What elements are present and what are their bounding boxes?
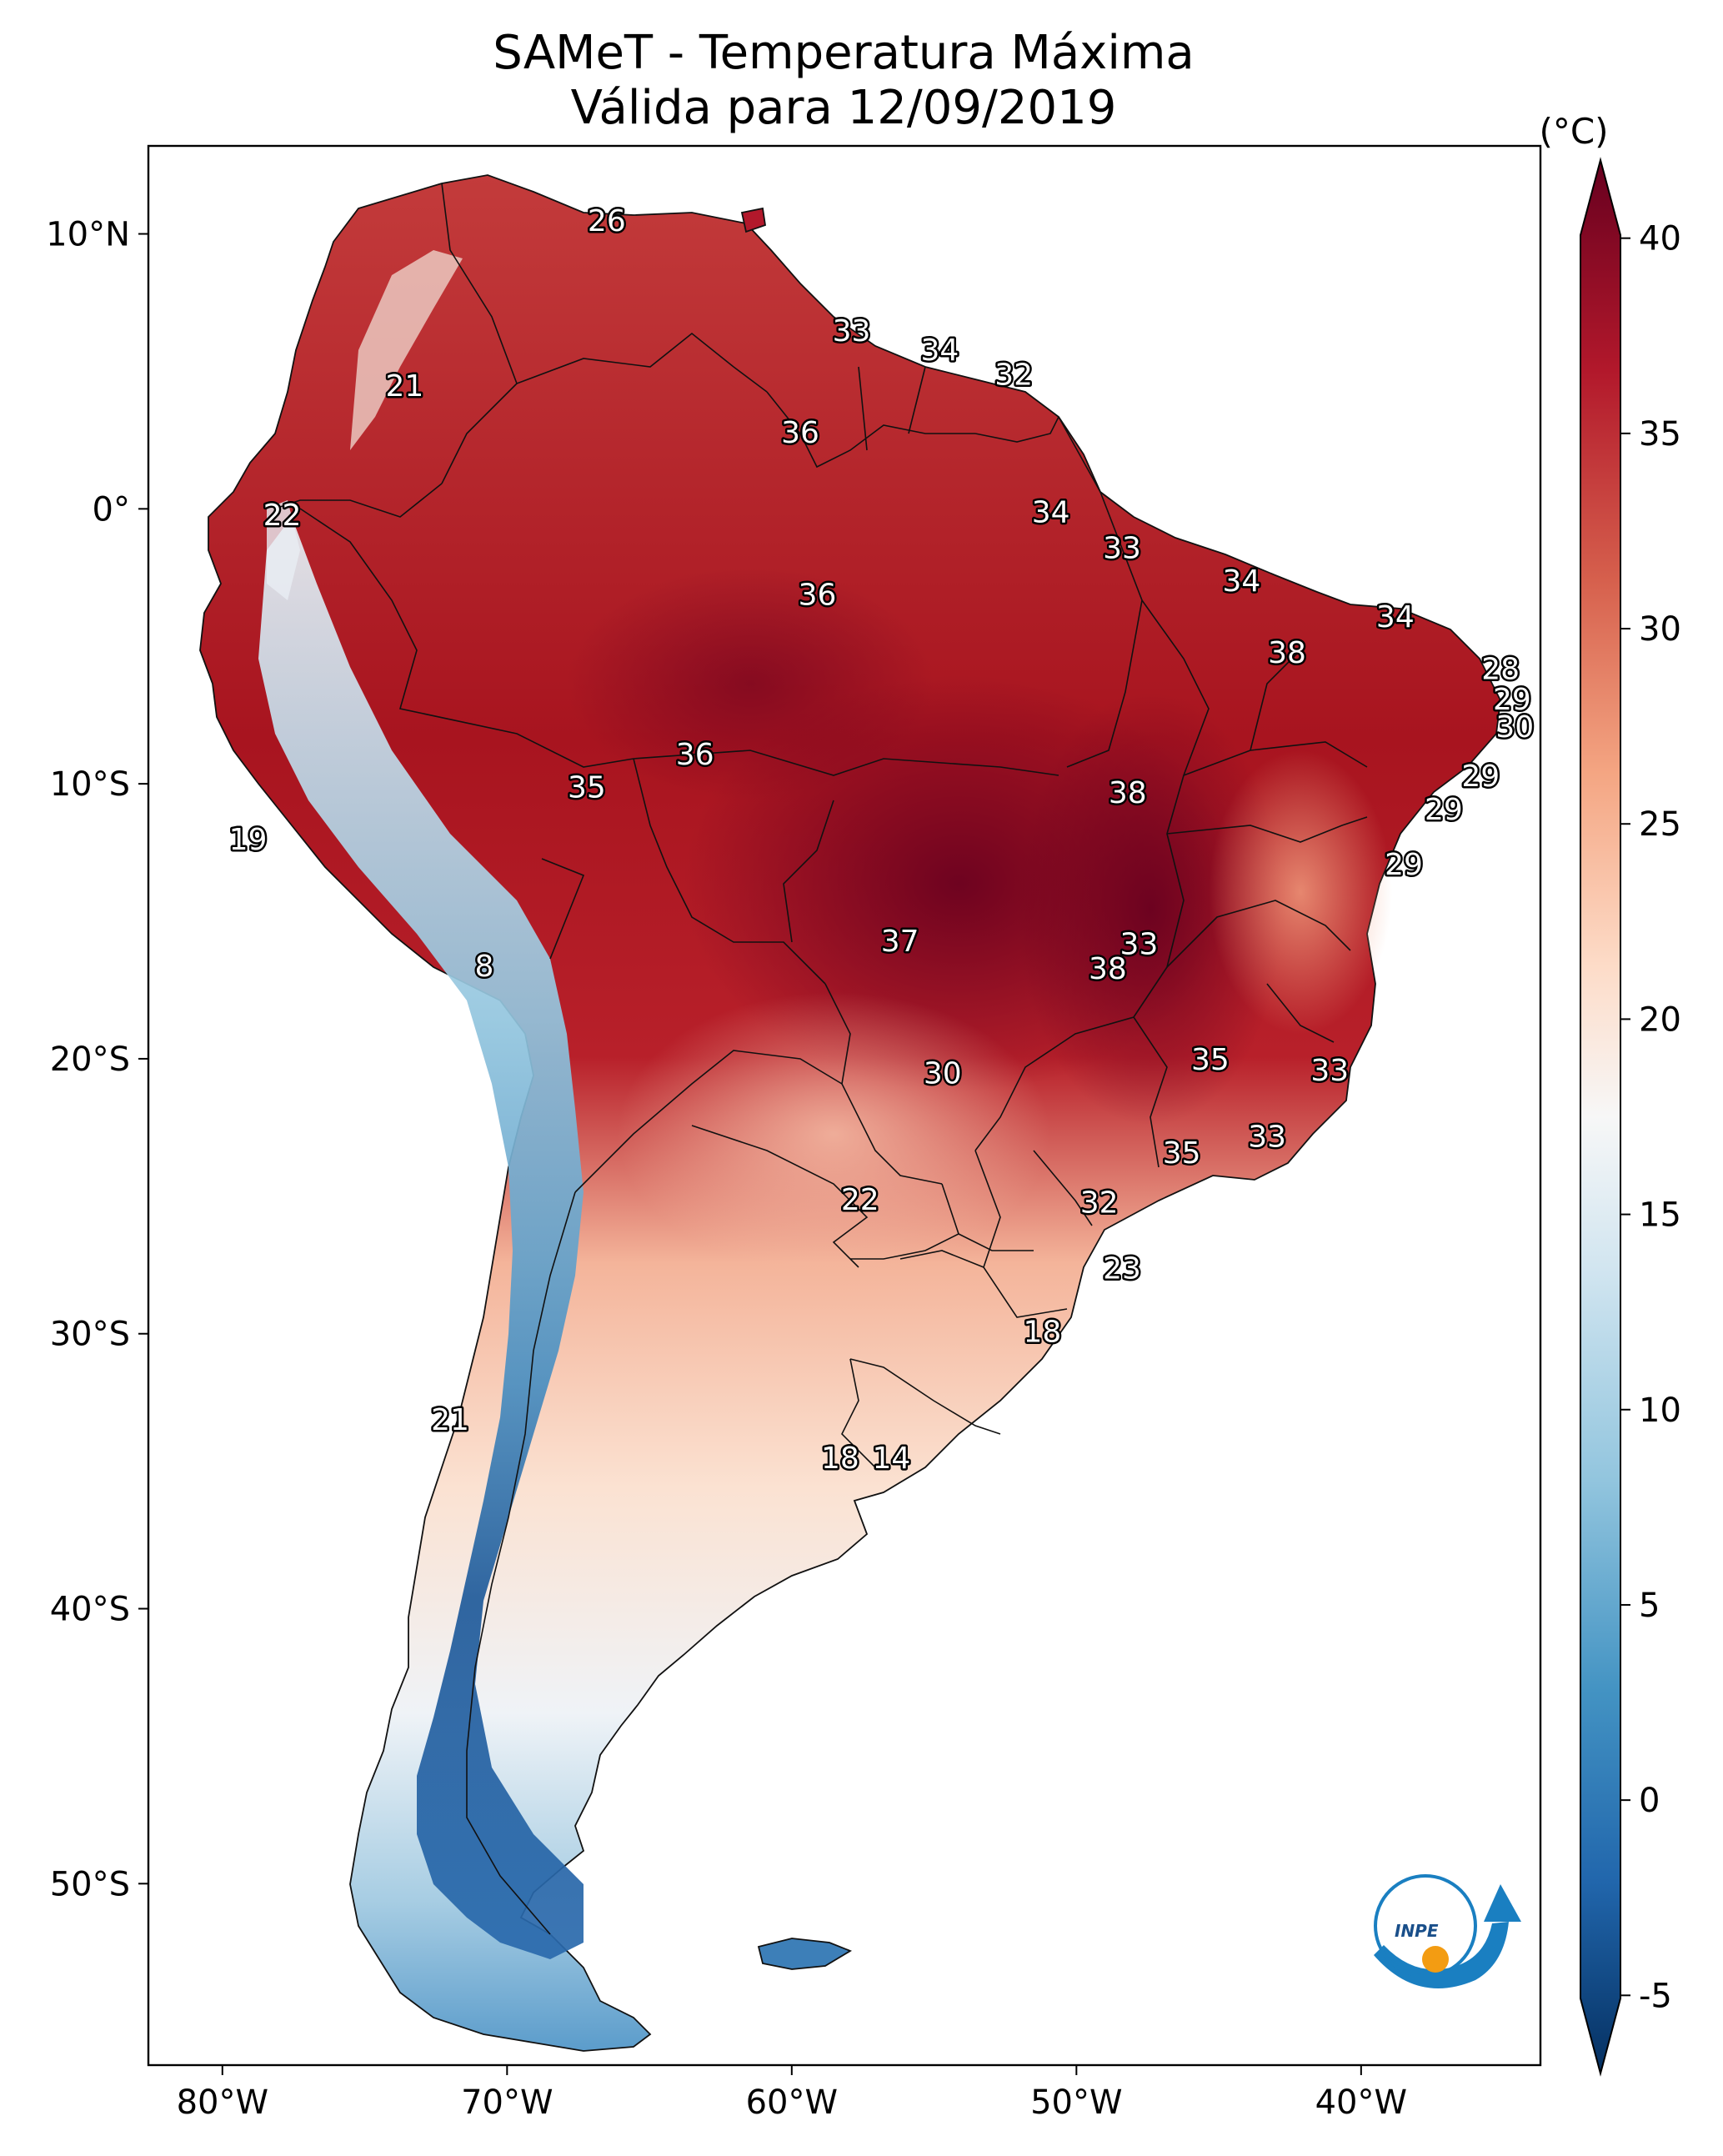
colorbar-ticks: 40 35 30 25 20 15 10 5 0 -5 xyxy=(1620,220,1681,2015)
temperature-value-label: 28 xyxy=(1481,653,1520,687)
lon-tick-label: 60°W xyxy=(746,2083,838,2122)
temperature-value-label: 35 xyxy=(568,770,606,805)
temperature-value-label: 18 xyxy=(1023,1315,1061,1349)
colorbar-tick-label: 20 xyxy=(1639,1000,1681,1039)
lon-tick-label: 80°W xyxy=(177,2083,268,2122)
colorbar-tick-label: 30 xyxy=(1639,610,1681,649)
temperature-value-label: 33 xyxy=(1310,1054,1349,1088)
temperature-value-label: 36 xyxy=(799,579,837,613)
temperature-value-label: 32 xyxy=(1080,1186,1119,1220)
temperature-value-label: 34 xyxy=(1223,564,1261,599)
temperature-value-label: 29 xyxy=(1493,683,1531,717)
colorbar-tick-label: 25 xyxy=(1639,805,1681,844)
colorbar-tick-label: 5 xyxy=(1639,1587,1660,1625)
temperature-value-label: 23 xyxy=(1103,1252,1141,1286)
temperature-value-label: 29 xyxy=(1425,793,1463,827)
temperature-value-label: 34 xyxy=(1032,496,1070,530)
temperature-value-label: 33 xyxy=(1120,927,1159,961)
lat-tick-label: 10°S xyxy=(50,765,130,804)
temperature-value-label: 37 xyxy=(881,925,919,959)
lat-tick-label: 40°S xyxy=(50,1591,130,1629)
temperature-value-label: 22 xyxy=(263,499,302,533)
temperature-value-label: 36 xyxy=(781,416,819,450)
inpe-logo: INPE xyxy=(1374,1874,1521,1988)
colorbar-tick-label: -5 xyxy=(1639,1977,1672,2015)
temperature-value-label: 38 xyxy=(1089,952,1127,986)
lon-tick-label: 70°W xyxy=(461,2083,553,2122)
temperature-value-label: 34 xyxy=(921,333,959,368)
ecuador-andes-light xyxy=(267,500,300,600)
temperature-value-label: 8 xyxy=(475,950,494,984)
lat-tick-label: 0° xyxy=(93,490,130,529)
colorbar-unit: (°C) xyxy=(1539,111,1608,152)
colorbar-tick-label: 15 xyxy=(1639,1196,1681,1235)
temperature-value-label: 22 xyxy=(841,1183,879,1217)
lat-tick-label: 10°N xyxy=(46,216,130,254)
lon-tick-label: 40°W xyxy=(1315,2083,1407,2122)
temperature-value-label: 29 xyxy=(1461,760,1500,794)
inpe-logo-text: INPE xyxy=(1395,1921,1439,1941)
colorbar-tick-label: 40 xyxy=(1639,220,1681,258)
temperature-value-label: 38 xyxy=(1268,636,1306,670)
colorbar-gradient xyxy=(1580,157,1621,2077)
colorbar-tick-label: 10 xyxy=(1639,1391,1681,1430)
temperature-value-label: 33 xyxy=(1103,532,1141,566)
temperature-value-label: 26 xyxy=(588,204,626,238)
inpe-logo-sun-icon xyxy=(1422,1946,1449,1973)
colorbar-tick-label: 0 xyxy=(1639,1782,1660,1820)
temperature-value-label: 21 xyxy=(431,1403,469,1437)
latitude-axis: 10°N 0° 10°S 20°S 30°S 40°S 50°S xyxy=(46,216,148,1903)
colorbar-tick-label: 35 xyxy=(1639,415,1681,454)
temperature-value-label: 30 xyxy=(1495,710,1534,745)
temperature-value-label: 18 xyxy=(821,1442,859,1476)
temperature-value-label: 14 xyxy=(872,1442,910,1476)
temperature-value-label: 36 xyxy=(676,738,714,772)
temperature-value-label: 34 xyxy=(1376,600,1415,634)
temperature-value-label: 30 xyxy=(924,1056,962,1091)
andes-cold-band xyxy=(258,517,584,1959)
temperature-value-label: 19 xyxy=(229,823,268,857)
temperature-field xyxy=(567,567,1392,1276)
colorbar: 40 35 30 25 20 15 10 5 0 -5 (°C) xyxy=(1539,111,1681,2077)
longitude-axis: 80°W 70°W 60°W 50°W 40°W xyxy=(177,2065,1407,2122)
lat-tick-label: 30°S xyxy=(50,1316,130,1354)
lat-tick-label: 20°S xyxy=(50,1040,130,1079)
falkland-islands xyxy=(757,1938,853,1970)
temperature-value-label: 29 xyxy=(1385,848,1423,882)
country-borders xyxy=(274,183,1368,1935)
lon-tick-label: 50°W xyxy=(1030,2083,1122,2122)
map-title-line2: Válida para 12/09/2019 xyxy=(571,81,1117,135)
colombia-andes-light xyxy=(350,250,463,450)
lat-tick-label: 50°S xyxy=(50,1865,130,1903)
temperature-value-label: 35 xyxy=(1163,1136,1201,1171)
inpe-logo-arrow xyxy=(1484,1884,1521,1922)
map-area xyxy=(148,146,1540,2065)
temperature-value-label: 33 xyxy=(1248,1120,1286,1154)
map-title-line1: SAMeT - Temperatura Máxima xyxy=(493,26,1195,80)
map-frame xyxy=(147,144,1542,2067)
temperature-value-label: 32 xyxy=(994,358,1033,393)
temperature-value-label: 21 xyxy=(385,369,423,404)
trinidad-island xyxy=(740,207,767,233)
temperature-value-label: 35 xyxy=(1191,1043,1230,1077)
inpe-logo-ring xyxy=(1374,1874,1477,1978)
temperature-value-label: 38 xyxy=(1109,776,1147,810)
temperature-value-label: 33 xyxy=(833,314,871,348)
